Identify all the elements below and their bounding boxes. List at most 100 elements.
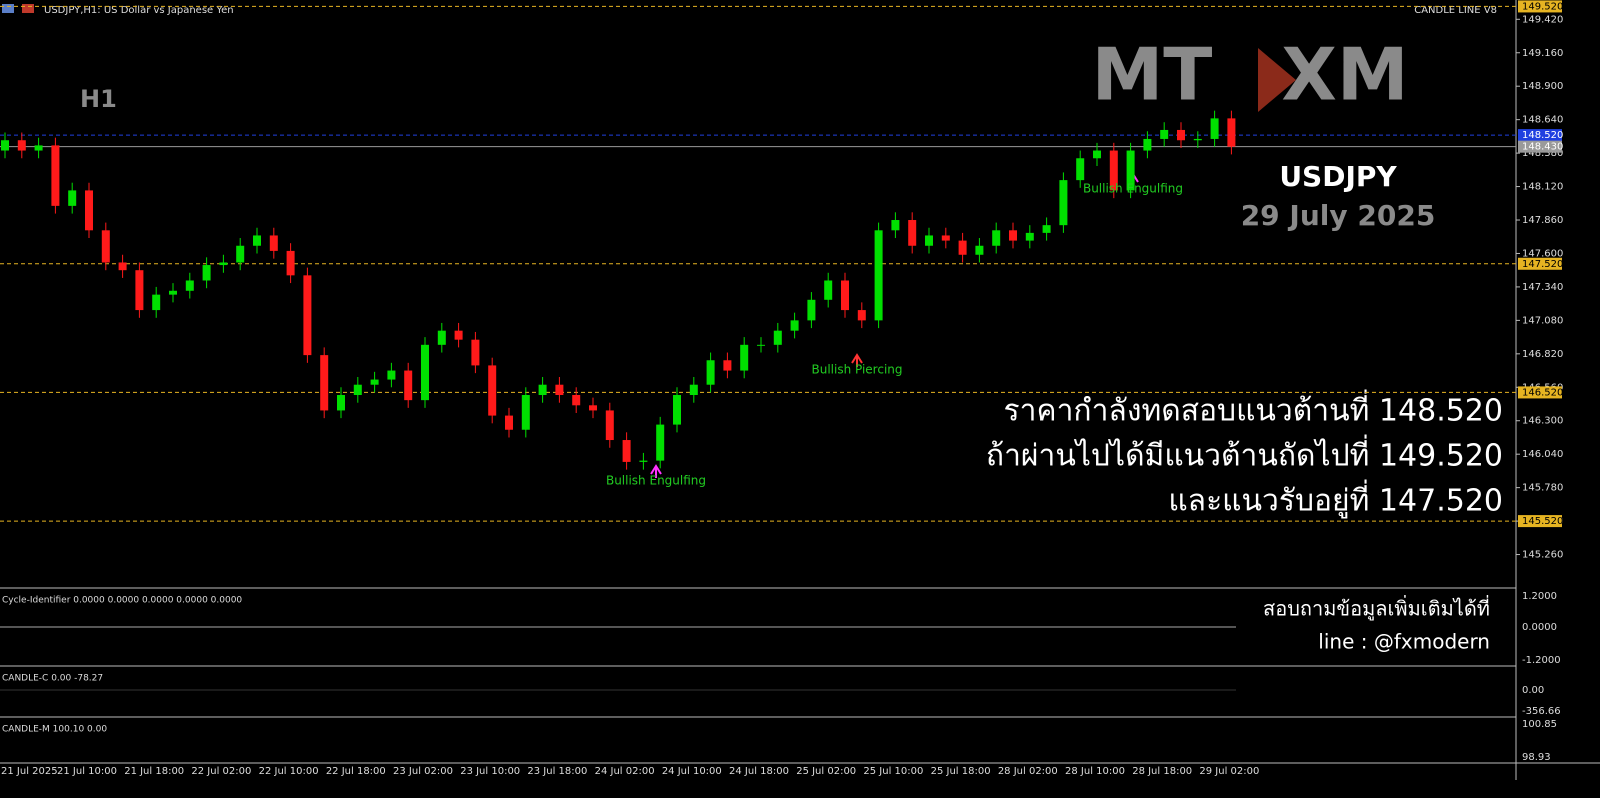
level-tag bbox=[1518, 515, 1562, 528]
menu-icon[interactable] bbox=[2, 4, 14, 13]
panel-tick: 0.00 bbox=[1522, 685, 1544, 696]
level-label: 147.520 bbox=[1522, 259, 1563, 270]
x-tick-label: 21 Jul 10:00 bbox=[57, 766, 117, 777]
x-tick-label: 24 Jul 02:00 bbox=[595, 766, 655, 777]
x-tick-label: 22 Jul 10:00 bbox=[259, 766, 319, 777]
candle-body bbox=[1, 140, 9, 151]
y-tick-label: 146.820 bbox=[1522, 349, 1563, 360]
panel-tick: -1.2000 bbox=[1522, 655, 1561, 666]
level-tag bbox=[1518, 0, 1562, 13]
candle-body bbox=[1193, 138, 1202, 141]
candle-body bbox=[437, 330, 446, 345]
level-tag bbox=[1518, 386, 1562, 399]
candle-body bbox=[521, 395, 530, 430]
pattern-arrow bbox=[851, 353, 863, 367]
x-tick-label: 25 Jul 18:00 bbox=[931, 766, 991, 777]
logo-xm-arrow bbox=[1258, 48, 1296, 112]
candle-body bbox=[1009, 230, 1017, 241]
y-tick-label: 148.640 bbox=[1522, 115, 1563, 126]
level-tag bbox=[1518, 257, 1562, 270]
y-tick-label: 147.340 bbox=[1522, 282, 1563, 293]
panel-tick: -356.66 bbox=[1522, 706, 1561, 717]
x-tick-label: 22 Jul 18:00 bbox=[326, 766, 386, 777]
logo-mt: MT bbox=[1092, 33, 1213, 117]
candle-body bbox=[639, 460, 648, 462]
candle-body bbox=[488, 365, 497, 416]
candle-body bbox=[118, 262, 127, 271]
candle-body bbox=[353, 384, 362, 396]
candle-body bbox=[454, 330, 463, 340]
candle-body bbox=[723, 360, 732, 371]
y-tick-label: 148.900 bbox=[1522, 81, 1563, 92]
candle-body bbox=[1093, 150, 1101, 159]
y-tick-label: 147.600 bbox=[1522, 248, 1563, 259]
panel-tick: 1.2000 bbox=[1522, 591, 1557, 602]
x-tick-label: 25 Jul 10:00 bbox=[863, 766, 923, 777]
x-tick-label: 22 Jul 02:00 bbox=[191, 766, 251, 777]
contact: สอบถามข้อมูลเพิ่มเติมได้ที่ bbox=[1263, 595, 1490, 622]
symbol-icon[interactable] bbox=[22, 4, 34, 13]
candle-body bbox=[169, 290, 177, 295]
x-tick-label: 21 Jul 2025 bbox=[1, 766, 58, 777]
candle-body bbox=[17, 140, 26, 151]
y-tick-label: 146.300 bbox=[1522, 416, 1563, 427]
candle-body bbox=[286, 250, 295, 276]
candle-body bbox=[656, 424, 665, 461]
indicator-name: CANDLE LINE V8 bbox=[1414, 5, 1497, 16]
x-tick-label: 23 Jul 02:00 bbox=[393, 766, 453, 777]
x-tick-label: 29 Jul 02:00 bbox=[1199, 766, 1259, 777]
note: ราคากำลังทดสอบแนวต้านที่ 148.520 bbox=[1004, 390, 1503, 429]
pattern-label: Bullish Engulfing bbox=[606, 474, 706, 488]
y-tick-label: 147.080 bbox=[1522, 315, 1563, 326]
logo-xm: XM bbox=[1281, 33, 1408, 117]
level-label: 148.520 bbox=[1522, 130, 1563, 141]
y-tick-label: 147.860 bbox=[1522, 215, 1563, 226]
level-label: 148.430 bbox=[1522, 142, 1563, 153]
candle-body bbox=[673, 395, 681, 425]
candle-body bbox=[269, 235, 278, 251]
candle-body bbox=[101, 230, 110, 263]
candle-body bbox=[85, 190, 93, 231]
candle-body bbox=[1109, 150, 1118, 191]
candle-body bbox=[404, 370, 413, 401]
panel-title: CANDLE-M 100.10 0.00 bbox=[2, 725, 107, 735]
candle-body bbox=[689, 384, 698, 396]
candle-body bbox=[773, 330, 782, 345]
candle-body bbox=[1210, 118, 1219, 139]
y-tick-label: 148.380 bbox=[1522, 148, 1563, 159]
panel-tick: 0.0000 bbox=[1522, 622, 1557, 633]
candle-body bbox=[622, 440, 631, 462]
candle-body bbox=[706, 360, 715, 385]
candle-body bbox=[555, 384, 564, 396]
candle-body bbox=[992, 230, 1001, 246]
candle-body bbox=[1160, 129, 1169, 139]
candle-body bbox=[538, 384, 547, 396]
level-tag bbox=[1518, 140, 1562, 153]
candle-body bbox=[219, 262, 228, 266]
candle-body bbox=[303, 275, 312, 356]
candle-body bbox=[740, 344, 749, 371]
candle-body bbox=[68, 190, 77, 206]
x-tick-label: 24 Jul 10:00 bbox=[662, 766, 722, 777]
candle-body bbox=[1059, 180, 1068, 226]
candle-body bbox=[1076, 158, 1085, 181]
candle-body bbox=[337, 395, 345, 411]
candle-body bbox=[908, 220, 917, 246]
candle-body bbox=[387, 370, 396, 380]
candle-body bbox=[1177, 129, 1185, 141]
y-tick-label: 145.780 bbox=[1522, 483, 1563, 494]
candle-body bbox=[841, 280, 849, 311]
x-tick-label: 23 Jul 10:00 bbox=[460, 766, 520, 777]
candle-body bbox=[975, 245, 984, 255]
chart-header: USDJPY,H1: US Dollar vs Japanese Yen bbox=[44, 5, 234, 16]
candle-body bbox=[589, 405, 597, 411]
candle-body bbox=[370, 379, 379, 385]
pattern-label: Bullish Piercing bbox=[811, 363, 902, 377]
panel-title: CANDLE-C 0.00 -78.27 bbox=[2, 674, 103, 684]
note: ถ้าผ่านไปได้มีแนวต้านถัดไปที่ 149.520 bbox=[986, 435, 1503, 474]
candle-body bbox=[1025, 232, 1034, 241]
candle-body bbox=[891, 220, 900, 231]
candle-body bbox=[1126, 150, 1135, 191]
candle-body bbox=[605, 410, 614, 441]
